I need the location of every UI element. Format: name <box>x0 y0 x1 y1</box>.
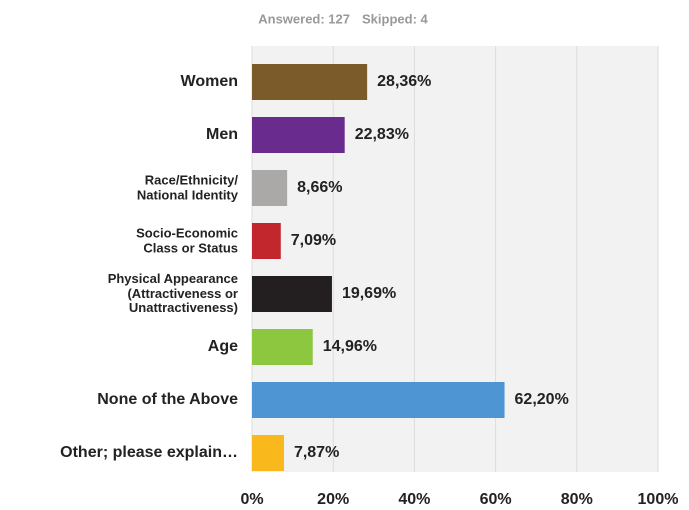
category-label: None of the Above <box>97 391 238 409</box>
skipped: Skipped: 4 <box>362 11 429 26</box>
category-label: Race/Ethnicity/ National Identity <box>136 172 238 202</box>
category-label: Age <box>207 338 238 356</box>
category-label: Socio-Economic Class or Status <box>136 225 238 255</box>
value-label: 14,96% <box>323 338 377 355</box>
bar <box>252 223 281 259</box>
x-tick-label: 60% <box>480 491 512 508</box>
x-tick-label: 0% <box>240 491 263 508</box>
x-tick-label: 100% <box>638 491 679 508</box>
category-label: Women <box>180 73 238 91</box>
bar <box>252 117 345 153</box>
category-label: Other; please explain… <box>60 444 238 462</box>
value-label: 7,09% <box>291 232 336 249</box>
x-tick-label: 40% <box>398 491 430 508</box>
bar <box>252 435 284 471</box>
bar <box>252 170 288 206</box>
bar <box>252 329 313 365</box>
answered: Answered: 127 <box>258 11 350 26</box>
value-label: 7,87% <box>294 444 339 461</box>
bar <box>252 276 332 312</box>
bar <box>252 382 505 418</box>
x-tick-label: 80% <box>561 491 593 508</box>
category-label: Physical Appearance (Attractiveness or U… <box>107 271 238 316</box>
value-label: 8,66% <box>297 179 342 196</box>
bar <box>252 64 368 100</box>
x-tick-label: 20% <box>317 491 349 508</box>
value-label: 28,36% <box>377 73 431 90</box>
category-label: Men <box>206 126 238 144</box>
value-label: 22,83% <box>355 126 409 143</box>
value-label: 62,20% <box>515 391 569 408</box>
value-label: 19,69% <box>342 285 396 302</box>
